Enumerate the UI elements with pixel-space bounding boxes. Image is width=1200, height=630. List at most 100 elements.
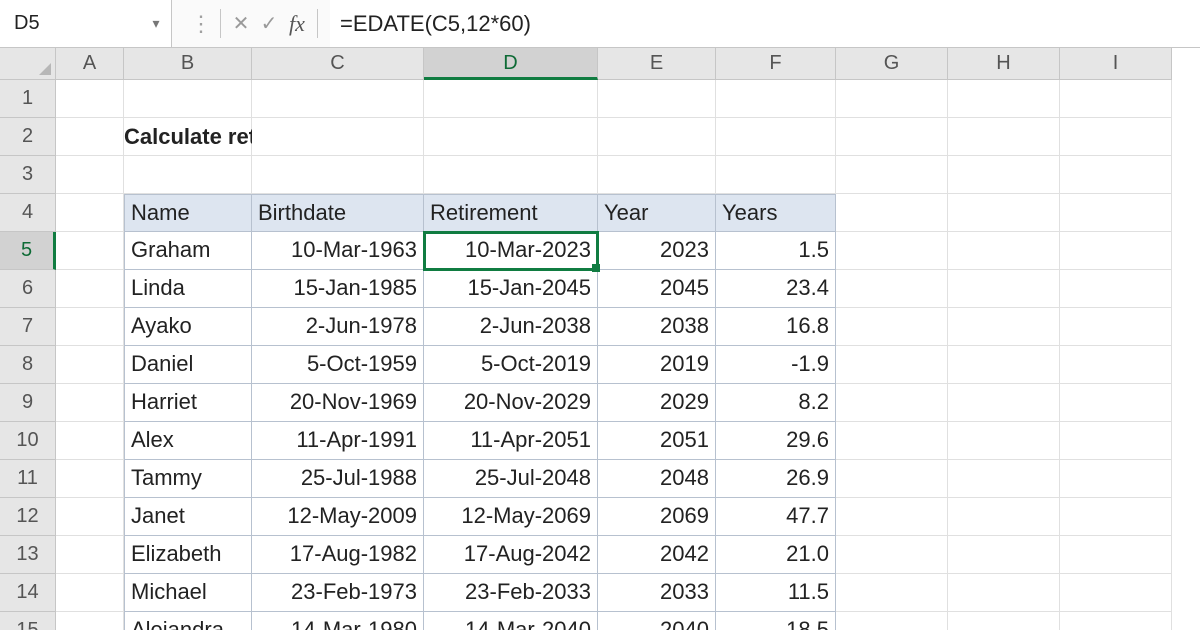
cell[interactable] bbox=[1060, 270, 1172, 308]
cell[interactable] bbox=[836, 156, 948, 194]
cell-birthdate[interactable]: 10-Mar-1963 bbox=[252, 232, 424, 270]
cell-birthdate[interactable]: 5-Oct-1959 bbox=[252, 346, 424, 384]
cell-retirement[interactable]: 5-Oct-2019 bbox=[424, 346, 598, 384]
cell-birthdate[interactable]: 15-Jan-1985 bbox=[252, 270, 424, 308]
cell-A11[interactable] bbox=[56, 460, 124, 498]
cell[interactable] bbox=[716, 80, 836, 118]
cell-years[interactable]: 29.6 bbox=[716, 422, 836, 460]
cell-year[interactable]: 2038 bbox=[598, 308, 716, 346]
name-box-dropdown-icon[interactable]: ▾ bbox=[141, 15, 171, 32]
cell-name[interactable]: Daniel bbox=[124, 346, 252, 384]
cell-year[interactable]: 2023 bbox=[598, 232, 716, 270]
cell[interactable] bbox=[1060, 384, 1172, 422]
cell[interactable] bbox=[836, 536, 948, 574]
cell[interactable] bbox=[1060, 118, 1172, 156]
cell-birthdate[interactable]: 12-May-2009 bbox=[252, 498, 424, 536]
cell[interactable] bbox=[1060, 232, 1172, 270]
expand-icon[interactable]: ⋮ bbox=[186, 11, 214, 37]
column-header-G[interactable]: G bbox=[836, 48, 948, 80]
cell-years[interactable]: 23.4 bbox=[716, 270, 836, 308]
cell-name[interactable]: Graham bbox=[124, 232, 252, 270]
cell[interactable] bbox=[1060, 346, 1172, 384]
cell[interactable] bbox=[598, 80, 716, 118]
cancel-icon[interactable]: ✕ bbox=[227, 11, 255, 36]
cell-years[interactable]: 1.5 bbox=[716, 232, 836, 270]
cell[interactable] bbox=[1060, 460, 1172, 498]
cell[interactable] bbox=[836, 308, 948, 346]
cell[interactable] bbox=[716, 118, 836, 156]
cell[interactable] bbox=[836, 574, 948, 612]
cell-A5[interactable] bbox=[56, 232, 124, 270]
cell-birthdate[interactable]: 14-Mar-1980 bbox=[252, 612, 424, 630]
row-header-4[interactable]: 4 bbox=[0, 194, 56, 232]
cell[interactable] bbox=[252, 80, 424, 118]
row-header-15[interactable]: 15 bbox=[0, 612, 56, 630]
row-header-8[interactable]: 8 bbox=[0, 346, 56, 384]
cell[interactable] bbox=[948, 232, 1060, 270]
cell[interactable] bbox=[836, 498, 948, 536]
cell-birthdate[interactable]: 11-Apr-1991 bbox=[252, 422, 424, 460]
row-header-2[interactable]: 2 bbox=[0, 118, 56, 156]
cell-year[interactable]: 2048 bbox=[598, 460, 716, 498]
table-header-birthdate[interactable]: Birthdate bbox=[252, 194, 424, 232]
cell-retirement[interactable]: 17-Aug-2042 bbox=[424, 536, 598, 574]
cell[interactable] bbox=[716, 156, 836, 194]
column-header-C[interactable]: C bbox=[252, 48, 424, 80]
cell-name[interactable]: Alex bbox=[124, 422, 252, 460]
cell[interactable] bbox=[948, 460, 1060, 498]
column-header-D[interactable]: D bbox=[424, 48, 598, 80]
formula-input[interactable]: =EDATE(C5,12*60) bbox=[330, 0, 1200, 47]
column-header-F[interactable]: F bbox=[716, 48, 836, 80]
cell[interactable] bbox=[252, 156, 424, 194]
cell-A9[interactable] bbox=[56, 384, 124, 422]
cell-year[interactable]: 2040 bbox=[598, 612, 716, 630]
cell-year[interactable]: 2051 bbox=[598, 422, 716, 460]
column-header-I[interactable]: I bbox=[1060, 48, 1172, 80]
cell[interactable] bbox=[836, 194, 948, 232]
cell[interactable] bbox=[1060, 422, 1172, 460]
cell-year[interactable]: 2045 bbox=[598, 270, 716, 308]
select-all-corner[interactable] bbox=[0, 48, 56, 80]
cell-name[interactable]: Alejandra bbox=[124, 612, 252, 630]
cell[interactable] bbox=[424, 156, 598, 194]
cell[interactable] bbox=[836, 80, 948, 118]
cell-name[interactable]: Ayako bbox=[124, 308, 252, 346]
cell[interactable] bbox=[1060, 194, 1172, 232]
cell-birthdate[interactable]: 17-Aug-1982 bbox=[252, 536, 424, 574]
cell-name[interactable]: Elizabeth bbox=[124, 536, 252, 574]
cell-name[interactable]: Tammy bbox=[124, 460, 252, 498]
row-header-12[interactable]: 12 bbox=[0, 498, 56, 536]
row-header-3[interactable]: 3 bbox=[0, 156, 56, 194]
column-header-E[interactable]: E bbox=[598, 48, 716, 80]
cell-years[interactable]: 21.0 bbox=[716, 536, 836, 574]
cell-retirement[interactable]: 20-Nov-2029 bbox=[424, 384, 598, 422]
cell[interactable] bbox=[948, 308, 1060, 346]
cell[interactable] bbox=[1060, 308, 1172, 346]
cell[interactable] bbox=[836, 232, 948, 270]
cell-year[interactable]: 2029 bbox=[598, 384, 716, 422]
cell-birthdate[interactable]: 2-Jun-1978 bbox=[252, 308, 424, 346]
cell-years[interactable]: 18.5 bbox=[716, 612, 836, 630]
cell-A1[interactable] bbox=[56, 80, 124, 118]
column-header-B[interactable]: B bbox=[124, 48, 252, 80]
cell[interactable] bbox=[948, 536, 1060, 574]
cell[interactable] bbox=[948, 612, 1060, 630]
cell[interactable] bbox=[948, 346, 1060, 384]
cell-retirement[interactable]: 23-Feb-2033 bbox=[424, 574, 598, 612]
cell-A6[interactable] bbox=[56, 270, 124, 308]
cell[interactable] bbox=[836, 460, 948, 498]
cell-retirement[interactable]: 14-Mar-2040 bbox=[424, 612, 598, 630]
cell[interactable] bbox=[948, 194, 1060, 232]
cell-years[interactable]: 11.5 bbox=[716, 574, 836, 612]
cell-A12[interactable] bbox=[56, 498, 124, 536]
row-header-14[interactable]: 14 bbox=[0, 574, 56, 612]
row-header-6[interactable]: 6 bbox=[0, 270, 56, 308]
cell[interactable] bbox=[598, 118, 716, 156]
cell-retirement[interactable]: 10-Mar-2023 bbox=[424, 232, 598, 270]
cell-years[interactable]: 26.9 bbox=[716, 460, 836, 498]
table-header-name[interactable]: Name bbox=[124, 194, 252, 232]
cell-birthdate[interactable]: 23-Feb-1973 bbox=[252, 574, 424, 612]
table-header-years[interactable]: Years bbox=[716, 194, 836, 232]
cell-name[interactable]: Linda bbox=[124, 270, 252, 308]
column-header-H[interactable]: H bbox=[948, 48, 1060, 80]
